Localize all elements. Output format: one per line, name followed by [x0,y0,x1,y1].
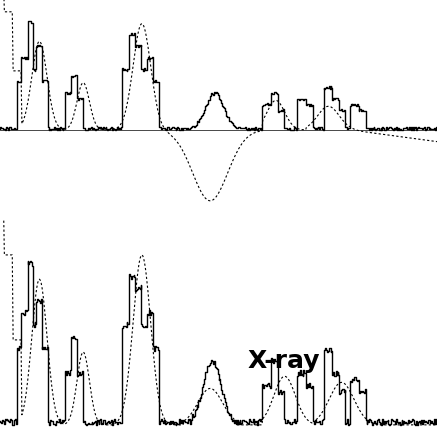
Text: X-ray: X-ray [248,349,320,372]
